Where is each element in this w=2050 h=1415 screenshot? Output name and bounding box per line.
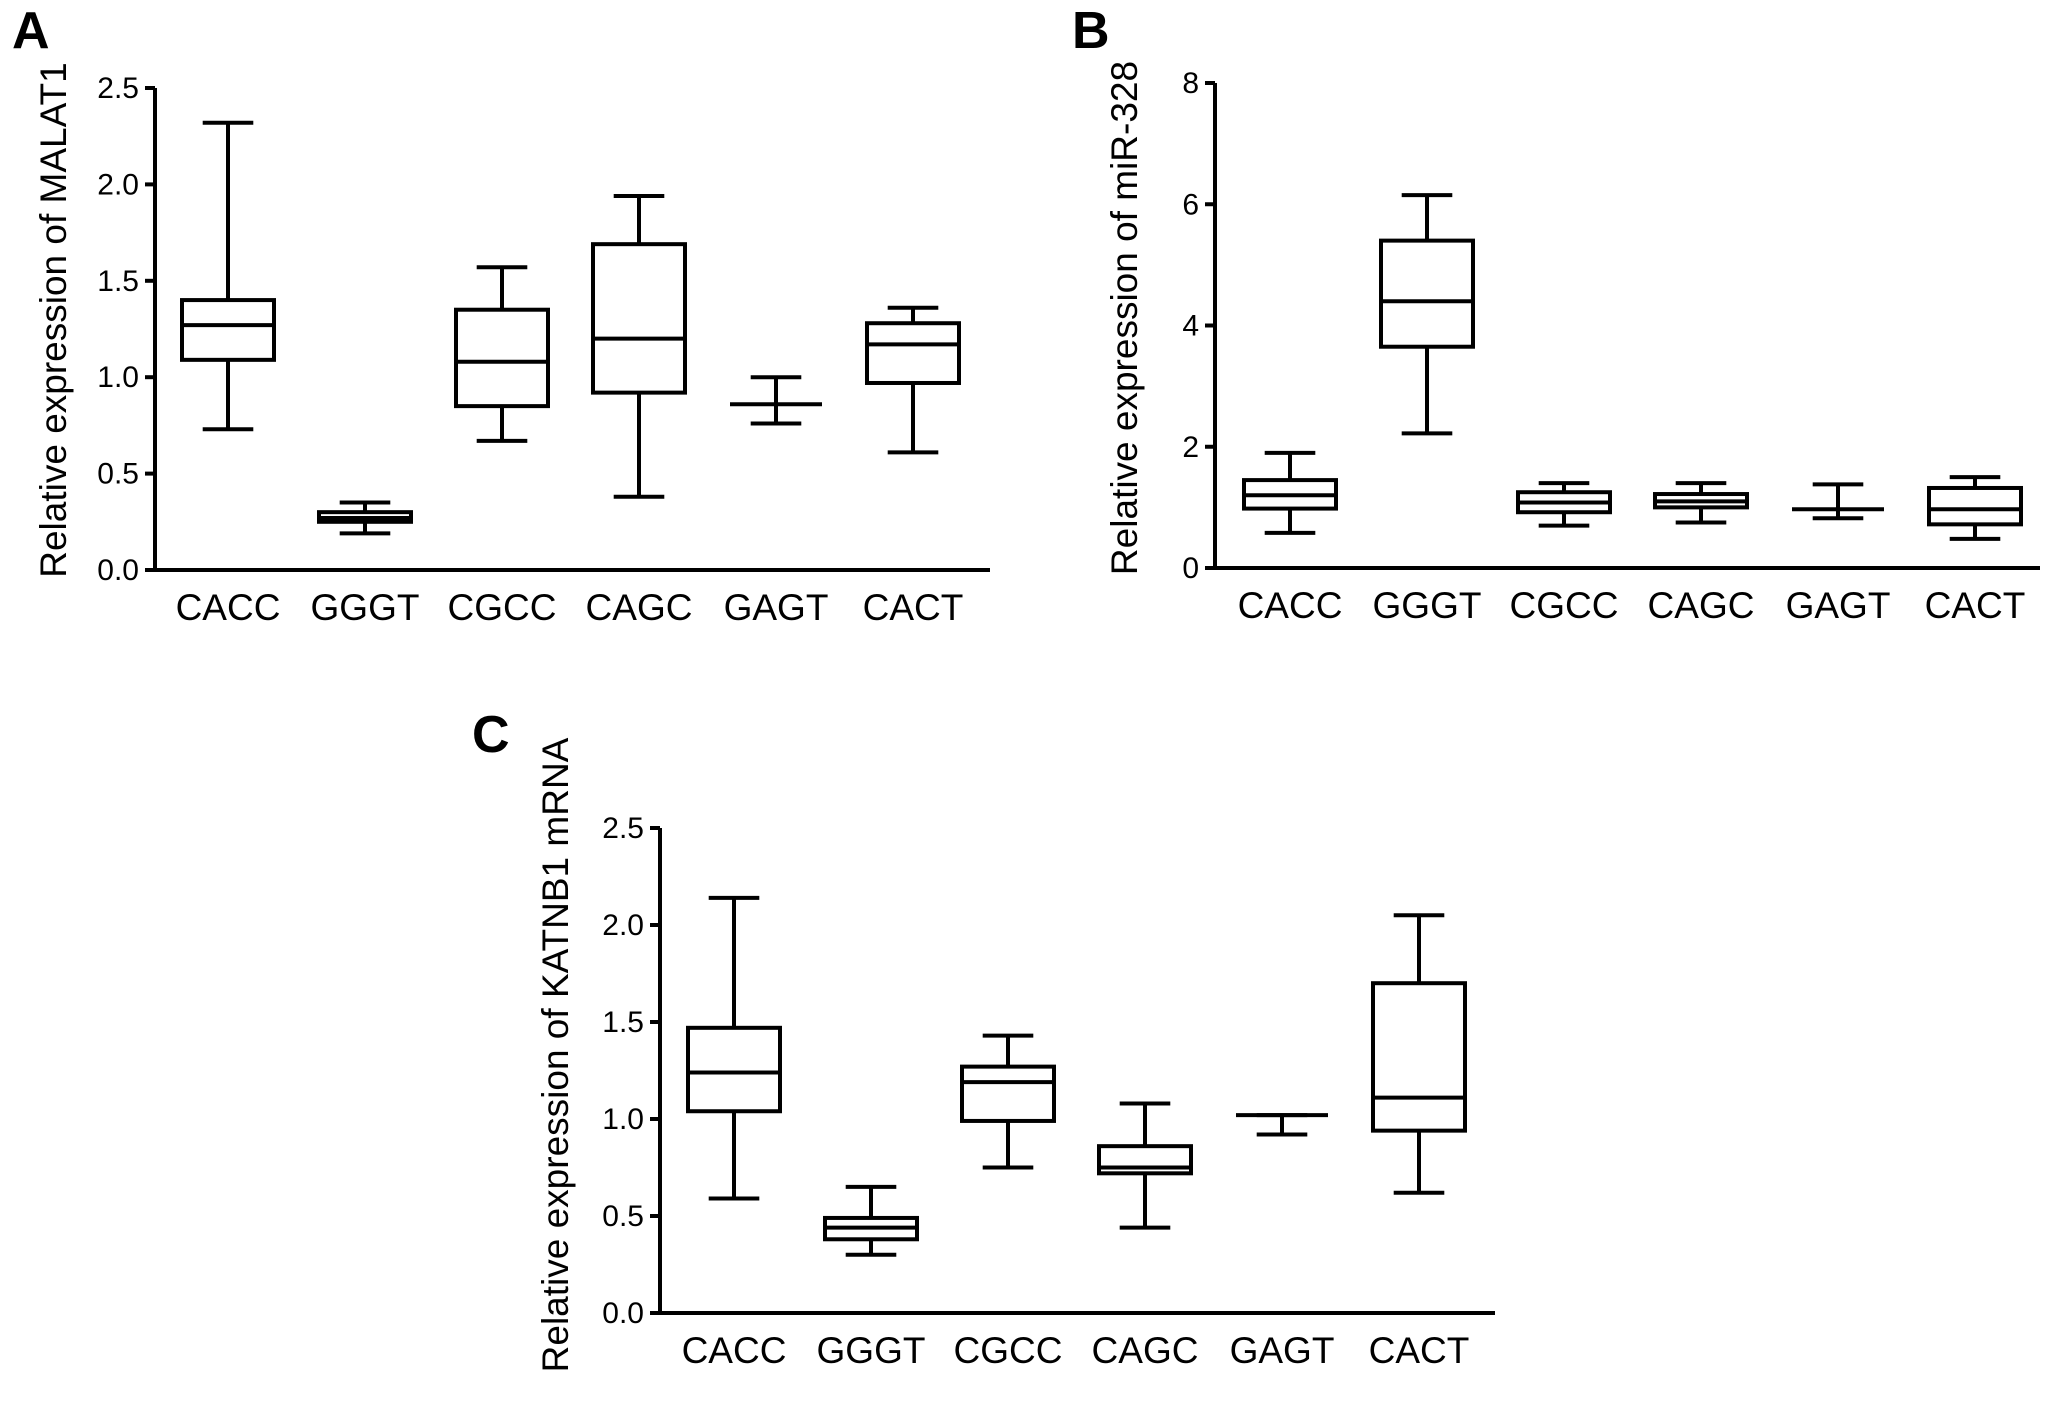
- panel-c-y-tick-label: 1.0: [602, 1103, 644, 1136]
- panel-c-y-tick-label: 1.5: [602, 1006, 644, 1039]
- panel-b-x-tick-label: CACC: [1238, 585, 1343, 626]
- panel-a-y-tick-label: 1.0: [97, 361, 139, 394]
- iqr-box: [1927, 485, 2023, 527]
- panel-c-box-cact: [1371, 913, 1467, 1195]
- panel-a-x-tick-label: GGGT: [311, 587, 420, 628]
- panel-c-x-tick-label: GAGT: [1230, 1330, 1335, 1371]
- panel-a-x-tick-label: CACC: [176, 587, 281, 628]
- panel-c-box-gggt: [823, 1184, 919, 1257]
- panel-c-box-gagt: [1236, 1113, 1328, 1137]
- panel-c-letter: C: [472, 706, 510, 764]
- panel-b-y-tick-label: 8: [1182, 67, 1199, 100]
- panel-b-box-cagc: [1653, 481, 1749, 525]
- panel-a-box-gggt: [317, 500, 413, 536]
- panel-a-box-gagt: [730, 375, 822, 426]
- panel-b-box-gggt: [1379, 193, 1475, 436]
- iqr-box: [1379, 238, 1475, 349]
- panel-b-x-tick-label: GGGT: [1373, 585, 1482, 626]
- panel-a-y-tick-label: 2.5: [97, 72, 139, 105]
- panel-a-box-cgcc: [454, 265, 550, 443]
- iqr-box: [1097, 1144, 1193, 1176]
- panel-a-x-tick-label: CGCC: [448, 587, 557, 628]
- panel-b-y-tick-label: 0: [1182, 552, 1199, 585]
- panel-b-box-gagt: [1792, 482, 1884, 521]
- iqr-box: [1371, 981, 1467, 1133]
- panel-a-x-tick-label: GAGT: [724, 587, 829, 628]
- panel-a-box-cagc: [591, 193, 687, 499]
- panel-c-y-tick-label: 0.0: [602, 1297, 644, 1330]
- panel-c-x-tick-label: GGGT: [817, 1330, 926, 1371]
- iqr-box: [454, 307, 550, 409]
- panel-b-x-tick-label: GAGT: [1786, 585, 1891, 626]
- panel-c-x-tick-label: CGCC: [954, 1330, 1063, 1371]
- panel-a-y-tick-label: 2.0: [97, 168, 139, 201]
- panel-a-y-tick-label: 1.5: [97, 265, 139, 298]
- panel-c-y-tick-label: 0.5: [602, 1200, 644, 1233]
- panel-b-letter: B: [1072, 2, 1110, 60]
- panel-b-y-tick-label: 2: [1182, 431, 1199, 464]
- panel-c-x-tick-label: CACC: [682, 1330, 787, 1371]
- panel-b-y-tick-label: 6: [1182, 188, 1199, 221]
- panel-b-x-tick-label: CACT: [1925, 585, 2026, 626]
- panel-a-y-axis-title: Relative expression of MALAT1: [33, 62, 74, 578]
- iqr-box: [960, 1064, 1056, 1123]
- iqr-box: [686, 1025, 782, 1114]
- panel-b-y-tick-label: 4: [1182, 310, 1199, 343]
- panel-a-y-tick-label: 0.5: [97, 458, 139, 491]
- panel-a-box-cact: [865, 305, 961, 455]
- panel-b-x-tick-label: CAGC: [1648, 585, 1755, 626]
- panel-a-x-tick-label: CAGC: [586, 587, 693, 628]
- panel-b-box-cgcc: [1516, 481, 1612, 528]
- iqr-box: [865, 321, 961, 385]
- panel-a-y-tick-label: 0.0: [97, 554, 139, 587]
- iqr-box: [180, 298, 276, 362]
- panel-c-y-tick-label: 2.0: [602, 909, 644, 942]
- panel-b-y-axis-title: Relative expression of miR-328: [1104, 61, 1145, 575]
- panel-b: B Relative expression of miR-328 0 2 4 6 8 CA…: [1072, 2, 2040, 626]
- panel-a-box-cacc: [180, 120, 276, 432]
- panel-c-y-axis-title: Relative expression of KATNB1 mRNA: [535, 737, 576, 1372]
- panel-a-x-tick-label: CACT: [863, 587, 964, 628]
- panel-c: C Relative expression of KATNB1 mRNA 0.0…: [472, 706, 1495, 1372]
- panel-b-box-cacc: [1242, 450, 1338, 535]
- panel-c-x-tick-label: CAGC: [1092, 1330, 1199, 1371]
- panel-c-box-cagc: [1097, 1101, 1193, 1230]
- panel-c-box-cacc: [686, 895, 782, 1201]
- iqr-box: [591, 242, 687, 395]
- panel-c-box-cgcc: [960, 1033, 1056, 1170]
- panel-b-x-tick-label: CGCC: [1510, 585, 1619, 626]
- panel-b-box-cact: [1927, 475, 2023, 541]
- panel-a: A Relative expression of MALAT1 0.0 0.5 1.…: [12, 2, 990, 628]
- panel-c-y-tick-label: 2.5: [602, 812, 644, 845]
- panel-c-x-tick-label: CACT: [1369, 1330, 1470, 1371]
- panel-a-letter: A: [12, 2, 50, 60]
